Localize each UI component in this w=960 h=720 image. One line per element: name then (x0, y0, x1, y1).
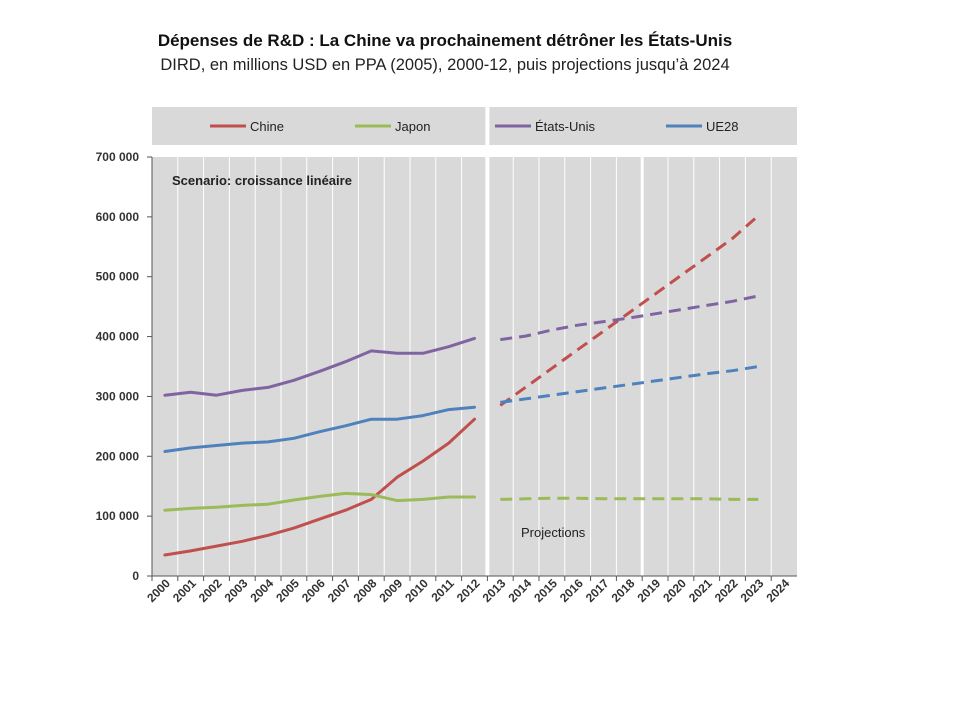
series-line--tats-unis-historical (163, 336, 476, 397)
x-tick-label: 2012 (454, 576, 483, 605)
y-tick-label: 0 (132, 569, 139, 583)
y-tick-label: 300 000 (96, 389, 140, 403)
x-tick-label: 2019 (634, 576, 663, 605)
x-tick-label: 2011 (429, 576, 458, 605)
y-tick-label: 200 000 (96, 449, 140, 463)
y-tick-label: 700 000 (96, 150, 140, 164)
projections-annotation: Projections (521, 525, 586, 540)
x-tick-label: 2017 (583, 576, 612, 605)
x-tick-label: 2014 (505, 576, 534, 605)
x-tick-label: 2015 (531, 576, 560, 605)
x-tick-label: 2020 (660, 576, 689, 605)
x-tick-label: 2024 (763, 576, 792, 605)
x-tick-label: 2001 (170, 576, 199, 605)
legend-label: Chine (250, 119, 284, 134)
chart-subtitle: DIRD, en millions USD en PPA (2005), 200… (160, 56, 730, 74)
x-tick-label: 2016 (557, 576, 586, 605)
x-tick-label: 2002 (196, 576, 225, 605)
series-line-chine-historical (163, 417, 476, 557)
series-line-chine-projection (499, 214, 760, 407)
x-tick-label: 2010 (402, 576, 431, 605)
x-tick-label: 2021 (686, 576, 715, 605)
x-tick-label: 2000 (144, 576, 173, 605)
x-tick-label: 2004 (247, 576, 276, 605)
legend-label: Japon (395, 119, 430, 134)
scenario-annotation: Scenario: croissance linéaire (172, 173, 352, 188)
x-tick-label: 2008 (351, 576, 380, 605)
x-tick-label: 2013 (480, 576, 509, 605)
chart-legend: Chine Japon États-Unis UE28 (152, 107, 797, 145)
x-tick-label: 2007 (325, 576, 354, 605)
series-line-ue28-historical (163, 405, 476, 453)
x-tick-label: 2022 (712, 576, 741, 605)
x-tick-label: 2006 (299, 576, 328, 605)
x-tick-label: 2023 (738, 576, 767, 605)
y-tick-label: 400 000 (96, 330, 140, 344)
legend-label: États-Unis (535, 119, 595, 134)
y-tick-label: 100 000 (96, 509, 140, 523)
legend-label: UE28 (706, 119, 739, 134)
x-tick-label: 2003 (222, 576, 251, 605)
x-tick-label: 2009 (376, 576, 405, 605)
x-tick-label: 2018 (609, 576, 638, 605)
series-line-ue28-projection (500, 365, 759, 404)
chart-title: Dépenses de R&D : La Chine va prochainem… (157, 31, 733, 50)
series-line--tats-unis-projection (500, 294, 759, 342)
plot-background (152, 157, 797, 576)
series-line-japon-projection (500, 496, 759, 501)
y-tick-label: 600 000 (96, 210, 140, 224)
plot-area: 0 100 000 200 000 300 000 400 000 500 000 600 … (96, 107, 797, 605)
x-tick-label: 2005 (273, 576, 302, 605)
y-tick-label: 500 000 (96, 270, 140, 284)
series-line-japon-historical (163, 491, 476, 512)
